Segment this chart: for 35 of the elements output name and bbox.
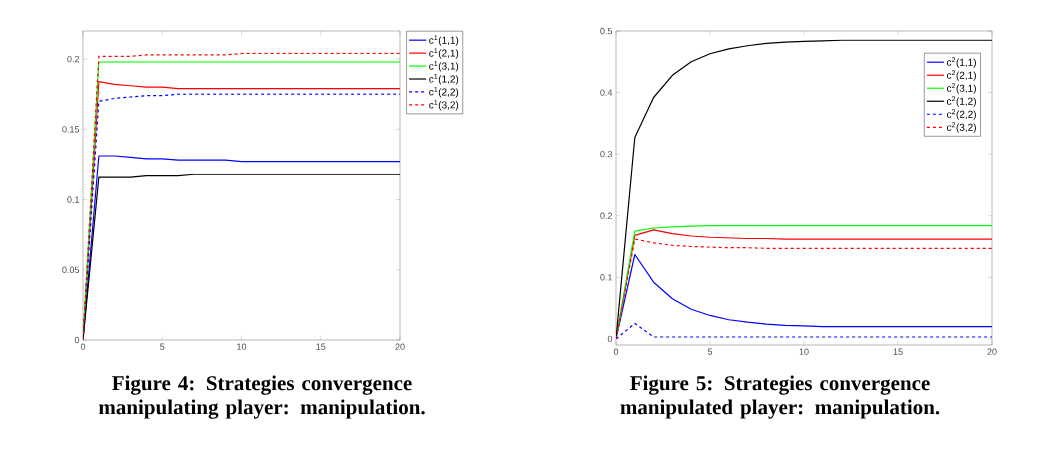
y-tick-label: 0 — [74, 336, 80, 344]
x-tick-label: 20 — [987, 348, 997, 355]
x-tick-label: 5 — [160, 343, 165, 350]
legend-label: c$^{1}$(3,2) — [429, 99, 459, 111]
legend-label: c$^{2}$(2,1) — [946, 70, 976, 81]
x-tick-label: 20 — [395, 343, 405, 350]
y-tick-label: 0.1 — [600, 274, 613, 281]
legend-label: c$^{1}$(1,1) — [429, 35, 459, 46]
x-tick-label: 10 — [799, 348, 809, 355]
y-tick-label: 0.15 — [62, 126, 80, 133]
y-tick-label: 0.2 — [67, 55, 80, 63]
legend-label: c$^{2}$(3,2) — [946, 122, 976, 133]
x-tick-label: 10 — [237, 343, 247, 350]
y-tick-label: 0.2 — [600, 212, 613, 219]
legend-label: c$^{1}$(2,2) — [429, 86, 459, 98]
y-tick-label: 0.1 — [67, 196, 80, 203]
x-tick-label: 0 — [613, 348, 619, 355]
legend-label: c$^{1}$(3,1) — [429, 61, 459, 72]
x-tick-label: 5 — [707, 348, 713, 355]
y-tick-label: 0.4 — [600, 89, 613, 96]
y-tick-label: 0.05 — [62, 266, 80, 273]
legend-label: c$^{1}$(2,1) — [429, 48, 459, 59]
legend-label: c$^{2}$(1,2) — [946, 96, 976, 107]
legend-label: c$^{1}$(1,2) — [429, 74, 459, 85]
text: Figure 4: Strategies convergence manipulating player: manipulation. — [98, 375, 425, 419]
y-tick-label: 0.5 — [600, 27, 613, 35]
x-tick-label: 0 — [80, 343, 86, 350]
legend-label: c$^{2}$(2,2) — [946, 109, 976, 120]
text: Figure 5: Strategies convergence manipulated player: manipulation. — [620, 375, 940, 419]
legend-label: c$^{2}$(3,1) — [946, 83, 976, 94]
y-tick-label: 0.3 — [600, 150, 613, 158]
y-tick-label: 0 — [607, 335, 613, 343]
x-tick-label: 15 — [316, 343, 326, 350]
x-tick-label: 15 — [893, 348, 903, 355]
legend-label: c$^{2}$(1,1) — [946, 57, 976, 68]
